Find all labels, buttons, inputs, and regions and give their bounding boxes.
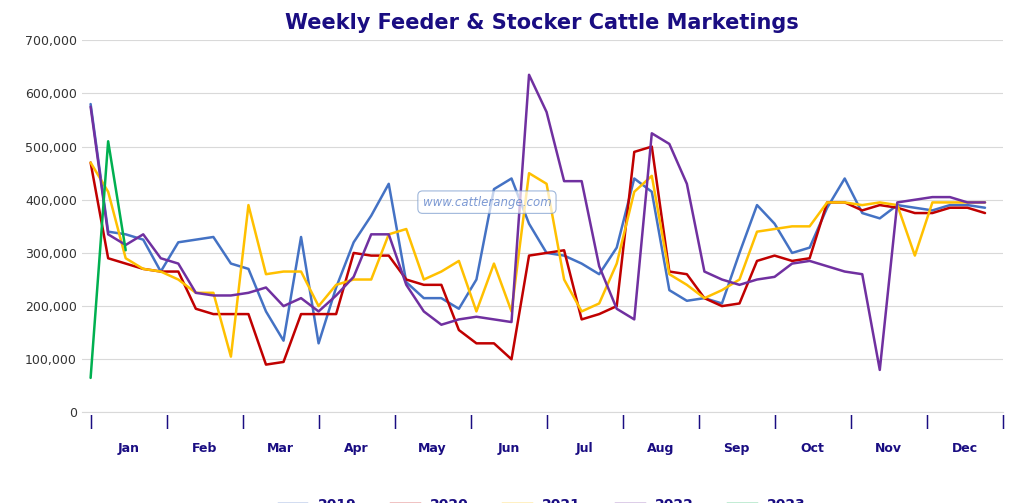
Text: Jun: Jun	[497, 442, 520, 455]
Text: Oct: Oct	[801, 442, 825, 455]
Text: Sep: Sep	[723, 442, 750, 455]
Title: Weekly Feeder & Stocker Cattle Marketings: Weekly Feeder & Stocker Cattle Marketing…	[285, 13, 799, 33]
Text: Jul: Jul	[576, 442, 593, 455]
Text: www.cattlerange.com: www.cattlerange.com	[422, 196, 551, 209]
Legend: 2019, 2020, 2021, 2022, 2023: 2019, 2020, 2021, 2022, 2023	[273, 492, 811, 503]
Text: Jan: Jan	[118, 442, 139, 455]
Text: Nov: Nov	[875, 442, 902, 455]
Text: Feb: Feb	[192, 442, 217, 455]
Text: May: May	[418, 442, 447, 455]
Text: Dec: Dec	[951, 442, 978, 455]
Text: Aug: Aug	[647, 442, 674, 455]
Text: Mar: Mar	[267, 442, 295, 455]
Text: Apr: Apr	[345, 442, 369, 455]
